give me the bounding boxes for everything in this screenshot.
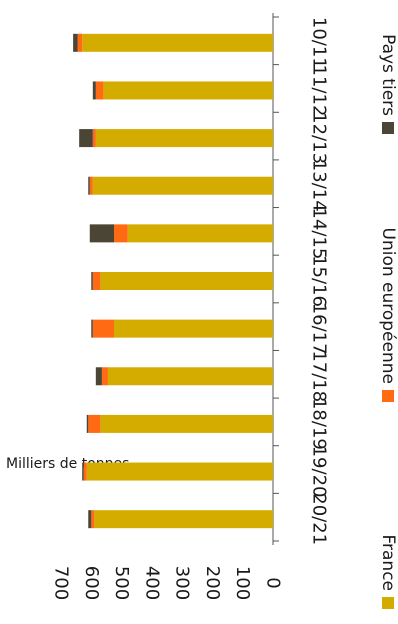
category-label: 11/12	[309, 65, 330, 117]
value-tick-label: 400	[141, 566, 162, 600]
bar-segment-3	[88, 176, 90, 195]
bar-segment-2	[77, 33, 83, 52]
category-label: 14/15	[309, 207, 330, 259]
bar-segment-1	[92, 176, 273, 195]
bar-segment-1	[103, 81, 274, 100]
bar-segment-3	[86, 414, 89, 433]
bar-segment-2	[88, 414, 101, 433]
bar-segment-2	[95, 81, 104, 100]
category-label: 19/20	[309, 446, 330, 498]
bar-segment-1	[94, 510, 273, 529]
value-tick-label: 0	[263, 577, 284, 588]
bar-segment-2	[92, 129, 96, 148]
bar-segment-2	[83, 462, 87, 481]
value-tick-label: 200	[202, 566, 223, 600]
bar-segment-3	[88, 510, 92, 529]
value-tick-label: 600	[81, 566, 102, 600]
category-label: 10/11	[309, 17, 330, 69]
bar-segment-1	[95, 129, 273, 148]
bar-segment-1	[107, 367, 273, 386]
bar-segment-3	[92, 81, 96, 100]
bar-segment-1	[114, 319, 273, 338]
legend-label: France	[378, 534, 398, 591]
bar-segment-1	[86, 462, 273, 481]
bar-segment-3	[82, 462, 84, 481]
category-label: 17/18	[309, 350, 330, 402]
bar-segment-3	[91, 319, 93, 338]
legend-label: Union européenne	[378, 228, 398, 385]
bar-segment-2	[101, 367, 108, 386]
bar-segment-3	[89, 224, 114, 243]
bar-segment-2	[89, 176, 93, 195]
category-label: 12/13	[309, 112, 330, 164]
category-label: 20/21	[309, 493, 330, 545]
bar-segment-2	[91, 510, 95, 529]
bar-segment-2	[92, 319, 114, 338]
bar-segment-1	[82, 33, 273, 52]
category-label: 15/16	[309, 255, 330, 307]
value-tick-label: 300	[172, 566, 193, 600]
bar-segment-1	[100, 414, 273, 433]
legend-swatch	[382, 122, 394, 134]
value-tick-label: 100	[232, 566, 253, 600]
bar-segment-1	[127, 224, 273, 243]
bar-segment-3	[73, 33, 78, 52]
bar-segment-3	[95, 367, 102, 386]
value-tick-label: 500	[111, 566, 132, 600]
bar-segment-3	[91, 272, 93, 290]
bar-segment-3	[79, 129, 93, 148]
category-label: 16/17	[309, 303, 330, 355]
legend-swatch	[382, 390, 394, 402]
bar-segment-2	[114, 224, 128, 243]
category-label: 13/14	[309, 160, 330, 212]
value-tick-label: 700	[51, 566, 72, 600]
bar-segment-2	[92, 272, 101, 290]
legend-label: Pays tiers	[378, 34, 398, 116]
bar-segment-1	[100, 272, 273, 290]
category-label: 18/19	[309, 398, 330, 450]
legend-swatch	[382, 597, 394, 609]
